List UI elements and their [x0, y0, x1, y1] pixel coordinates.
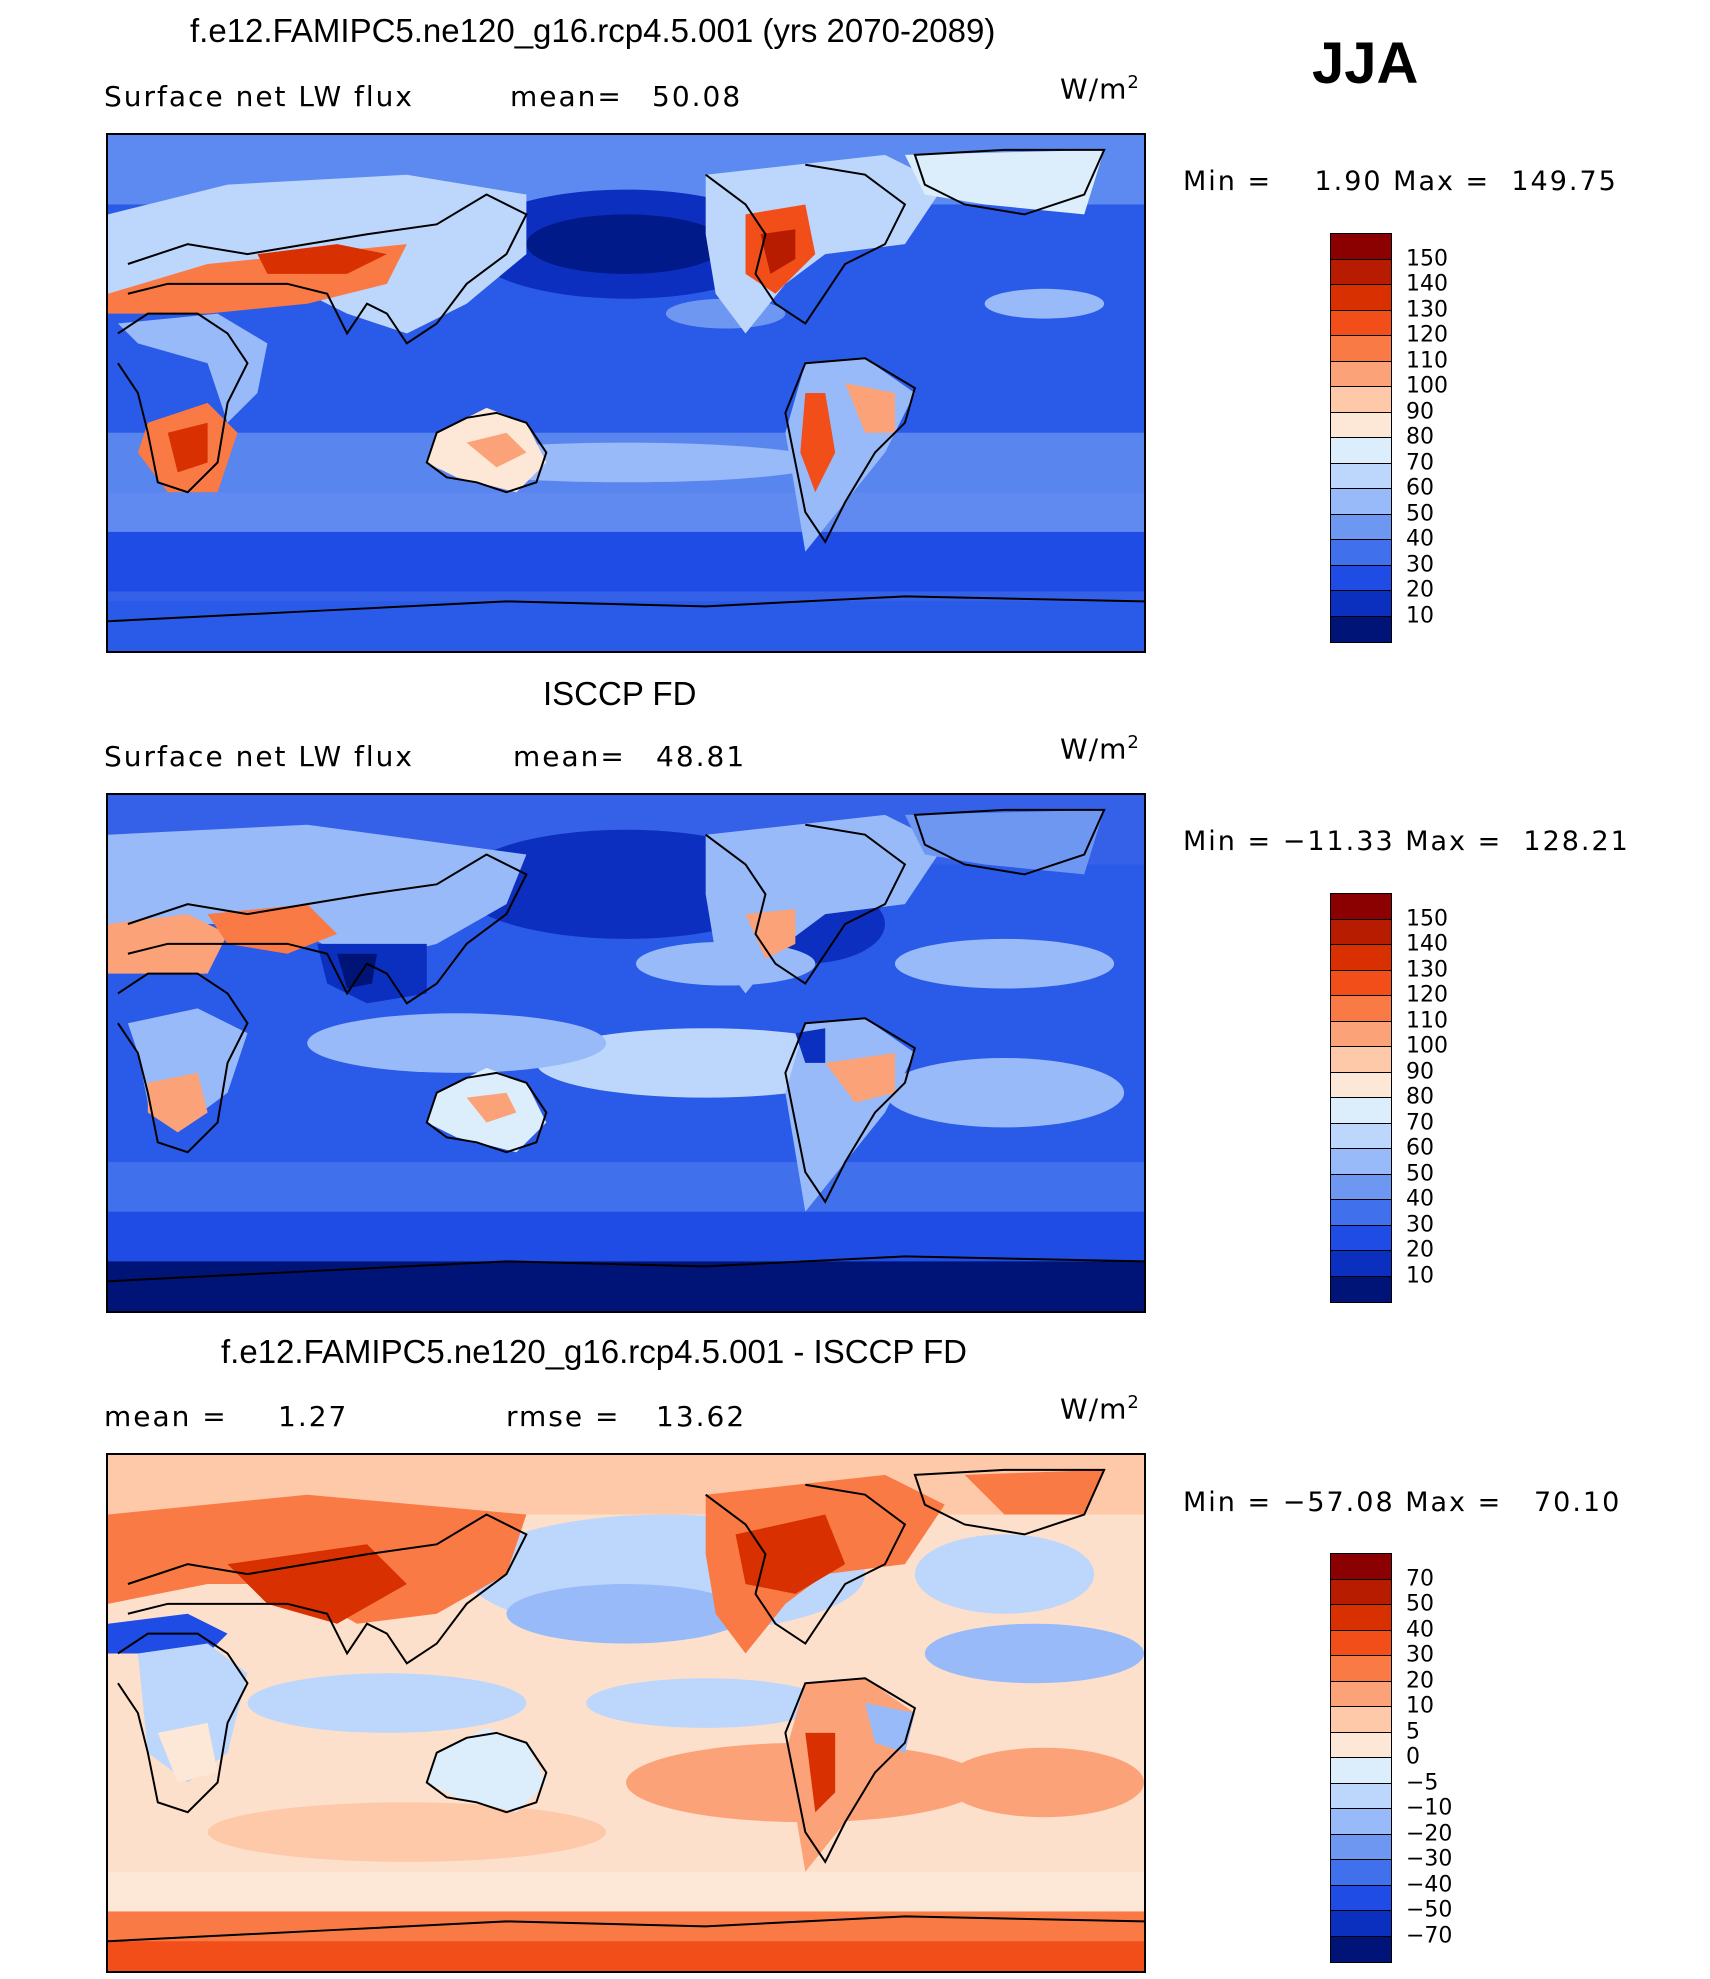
colorbar-tick-label: 0	[1406, 1744, 1420, 1770]
panel-1-colorbar	[1330, 233, 1392, 643]
panel-2-colorbar	[1330, 893, 1392, 1303]
colorbar-tick-label: 40	[1406, 1617, 1434, 1642]
panel-2-title: ISCCP FD	[543, 675, 697, 712]
colorbar-tick-label: 50	[1406, 1161, 1434, 1186]
panel-2-units: W/m2	[1060, 732, 1140, 766]
colorbar-tick-label: 150	[1406, 906, 1448, 931]
colorbar-tick-label: 80	[1406, 1084, 1434, 1110]
panel-1-map	[106, 133, 1146, 653]
colorbar-tick-label: 130	[1406, 957, 1448, 982]
colorbar-tick-label: 70	[1406, 450, 1434, 475]
season-label: JJA	[1312, 31, 1419, 96]
colorbar-tick-label: −20	[1406, 1821, 1453, 1846]
panel-3-mean-label: mean =	[104, 1400, 228, 1433]
colorbar-tick-label: 120	[1406, 322, 1448, 348]
panel-1-variable-label: Surface net LW flux	[104, 80, 414, 113]
colorbar-tick-label: 100	[1406, 373, 1448, 399]
colorbar-tick-label: 70	[1406, 1566, 1434, 1591]
colorbar-tick-label: 80	[1406, 424, 1434, 450]
panel-1-mean-value: 50.08	[652, 80, 743, 113]
panel-1-minmax: Min = 1.90 Max = 149.75	[1183, 166, 1618, 197]
panel-2-minmax: Min = −11.33 Max = 128.21	[1183, 826, 1630, 857]
colorbar-tick-label: −5	[1406, 1770, 1439, 1795]
panel-2-map	[106, 793, 1146, 1313]
colorbar-tick-label: −70	[1406, 1923, 1453, 1948]
panel-3-minmax: Min = −57.08 Max = 70.10	[1183, 1487, 1622, 1518]
colorbar-tick-label: 90	[1406, 399, 1434, 424]
colorbar-tick-label: 140	[1406, 271, 1448, 297]
panel-1-title: f.e12.FAMIPC5.ne120_g16.rcp4.5.001 (yrs …	[190, 12, 996, 49]
colorbar-tick-label: 140	[1406, 931, 1448, 957]
colorbar-tick-label: −40	[1406, 1872, 1453, 1897]
colorbar-tick-label: 90	[1406, 1059, 1434, 1084]
colorbar-tick-label: 10	[1406, 1693, 1434, 1719]
colorbar-tick-label: 50	[1406, 1591, 1434, 1617]
colorbar-tick-label: 10	[1406, 603, 1434, 628]
colorbar-tick-label: 70	[1406, 1110, 1434, 1135]
colorbar-tick-label: 30	[1406, 552, 1434, 577]
colorbar-tick-label: 40	[1406, 1186, 1434, 1212]
colorbar-tick-label: 30	[1406, 1642, 1434, 1668]
colorbar-tick-label: 110	[1406, 348, 1448, 373]
panel-2-mean-label: mean=	[513, 740, 626, 773]
panel-3-map	[106, 1453, 1146, 1973]
colorbar-tick-label: −50	[1406, 1897, 1453, 1923]
panel-3-colorbar	[1330, 1553, 1392, 1963]
colorbar-tick-label: 20	[1406, 1668, 1434, 1693]
colorbar-tick-label: 100	[1406, 1033, 1448, 1059]
panel-2-variable-label: Surface net LW flux	[104, 740, 414, 773]
panel-3-mean-value: 1.27	[278, 1400, 349, 1433]
colorbar-tick-label: 130	[1406, 297, 1448, 322]
panel-3-units: W/m2	[1060, 1392, 1140, 1426]
colorbar-tick-label: 5	[1406, 1719, 1420, 1744]
colorbar-tick-label: 20	[1406, 1237, 1434, 1263]
panel-3-rmse-label: rmse =	[506, 1400, 621, 1433]
panel-3-title: f.e12.FAMIPC5.ne120_g16.rcp4.5.001 - ISC…	[221, 1333, 967, 1370]
colorbar-tick-label: 150	[1406, 246, 1448, 271]
colorbar-tick-label: −30	[1406, 1846, 1453, 1872]
colorbar-tick-label: 10	[1406, 1263, 1434, 1288]
panel-2-mean-value: 48.81	[656, 740, 747, 773]
colorbar-tick-label: 20	[1406, 577, 1434, 603]
colorbar-tick-label: 120	[1406, 982, 1448, 1008]
panel-1-mean-label: mean=	[510, 80, 623, 113]
colorbar-tick-label: −10	[1406, 1795, 1453, 1821]
colorbar-tick-label: 30	[1406, 1212, 1434, 1237]
colorbar-tick-label: 60	[1406, 475, 1434, 501]
colorbar-tick-label: 50	[1406, 501, 1434, 526]
colorbar-tick-label: 40	[1406, 526, 1434, 552]
colorbar-tick-label: 60	[1406, 1135, 1434, 1161]
panel-1-units: W/m2	[1060, 72, 1140, 106]
colorbar-tick-label: 110	[1406, 1008, 1448, 1033]
panel-3-rmse-value: 13.62	[656, 1400, 747, 1433]
